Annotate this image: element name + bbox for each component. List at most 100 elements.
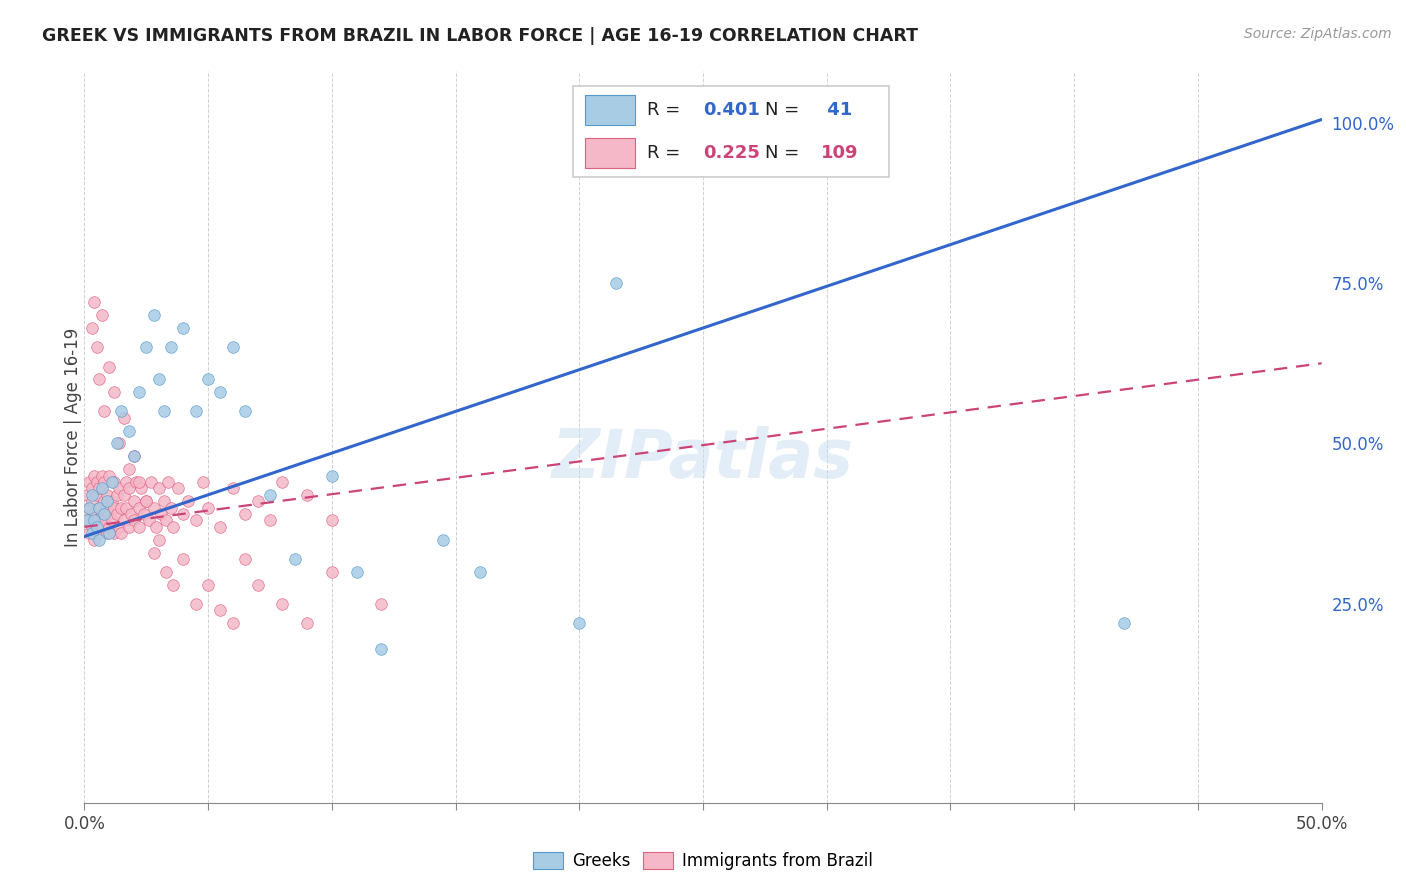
Point [148,372,170,386]
Point [197,500,219,515]
Point [271,475,294,489]
Point [222,482,245,496]
Point [122,450,145,464]
Point [118,482,141,496]
Point [233,552,256,566]
Point [83,507,105,521]
Point [86,475,108,489]
Point [93,507,115,521]
Text: ZIPatlas: ZIPatlas [553,426,853,492]
Point [209,520,232,534]
Text: 109: 109 [821,145,858,162]
Point [89,500,111,515]
Point [321,514,343,528]
Point [142,308,165,322]
Point [115,475,138,489]
Point [89,500,111,515]
FancyBboxPatch shape [585,95,636,125]
Point [177,494,200,508]
Point [184,597,207,611]
Point [145,520,167,534]
Point [370,641,392,656]
Point [233,404,256,418]
Point [86,514,108,528]
Point [105,488,128,502]
Point [80,321,103,335]
Point [118,462,141,476]
Point [112,410,135,425]
Point [122,494,145,508]
Point [86,488,108,502]
Point [83,468,105,483]
Text: GREEK VS IMMIGRANTS FROM BRAZIL IN LABOR FORCE | AGE 16-19 CORRELATION CHART: GREEK VS IMMIGRANTS FROM BRAZIL IN LABOR… [42,27,918,45]
Text: 0.401: 0.401 [703,101,759,120]
Text: R =: R = [647,101,686,120]
Point [98,526,121,541]
Point [142,500,165,515]
Point [79,526,101,541]
Point [110,404,132,418]
Point [100,494,122,508]
Point [89,526,111,541]
Y-axis label: In Labor Force | Age 16-19: In Labor Force | Age 16-19 [65,327,82,547]
Text: 0.225: 0.225 [703,145,759,162]
Point [89,482,111,496]
Point [90,482,112,496]
Point [197,577,219,591]
Point [93,404,115,418]
Point [128,475,150,489]
Point [79,500,101,515]
Point [184,514,207,528]
Point [98,520,121,534]
Point [90,507,112,521]
Point [155,565,177,579]
Point [80,494,103,508]
Point [110,500,132,515]
Point [321,565,343,579]
Point [103,385,125,400]
Point [162,520,184,534]
Point [209,385,232,400]
Point [83,514,105,528]
Point [90,308,112,322]
Point [122,450,145,464]
Point [98,468,121,483]
Point [118,424,141,438]
Point [246,494,269,508]
Point [432,533,454,547]
Point [128,385,150,400]
Text: R =: R = [647,145,686,162]
Point [321,468,343,483]
Point [80,488,103,502]
Point [346,565,368,579]
Point [98,359,121,374]
Point [103,500,125,515]
Point [86,340,108,354]
Point [184,404,207,418]
Point [105,436,128,450]
Point [152,494,174,508]
Point [79,500,101,515]
Point [86,520,108,534]
Point [128,520,150,534]
Point [162,577,184,591]
Point [96,500,118,515]
Point [132,507,155,521]
Point [295,616,318,631]
Point [779,116,801,130]
Point [112,514,135,528]
Point [148,533,170,547]
Point [197,372,219,386]
Point [76,488,98,502]
Point [98,507,121,521]
Point [90,520,112,534]
Point [155,514,177,528]
Point [135,494,157,508]
Point [93,514,115,528]
Point [112,488,135,502]
Point [108,520,131,534]
Point [79,475,101,489]
Point [120,507,142,521]
Point [568,616,591,631]
Point [118,520,141,534]
